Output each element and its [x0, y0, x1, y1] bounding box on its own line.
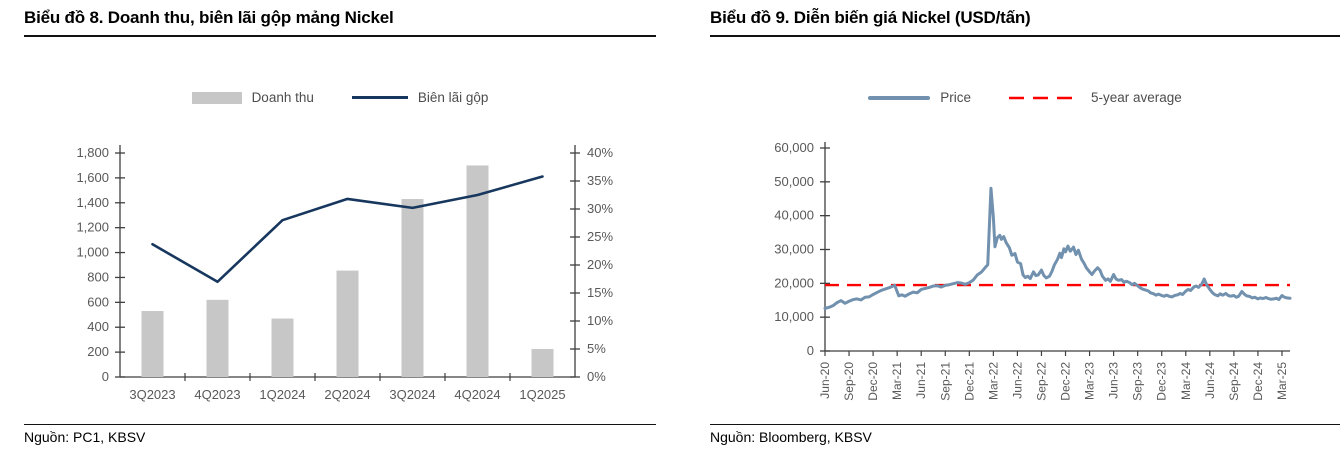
legend: Price 5-year average	[710, 90, 1340, 105]
legend-label: Price	[940, 90, 971, 105]
panel-nickel-price-chart: Biểu đồ 9. Diễn biến giá Nickel (USD/tấn…	[710, 8, 1340, 452]
svg-text:Jun-20: Jun-20	[818, 362, 832, 399]
svg-text:Sep-23: Sep-23	[1131, 362, 1145, 401]
chart-title: Biểu đồ 9. Diễn biến giá Nickel (USD/tấn…	[710, 8, 1031, 27]
bar-1Q2025	[531, 349, 554, 377]
legend-item-price: Price	[868, 90, 971, 105]
price-line-swatch-icon	[868, 95, 931, 100]
svg-text:60,000: 60,000	[774, 140, 814, 155]
legend-label: Biên lãi gộp	[417, 90, 489, 105]
legend-label: 5-year average	[1090, 90, 1182, 105]
svg-text:10,000: 10,000	[774, 309, 814, 324]
svg-text:Dec-22: Dec-22	[1059, 362, 1073, 401]
source-rule	[710, 424, 1340, 425]
svg-text:10%: 10%	[587, 313, 613, 328]
svg-text:25%: 25%	[587, 229, 613, 244]
title-rule	[24, 35, 656, 37]
svg-text:1,800: 1,800	[76, 145, 109, 160]
nickel-price-chart: 0 10,000 20,000 30,000 40,000 50,000 60,000 Jun…	[774, 140, 1292, 401]
bar-2Q2024	[336, 270, 359, 377]
svg-text:Jun-23: Jun-23	[1107, 362, 1121, 399]
bar-3Q2024	[401, 199, 424, 377]
svg-text:Jun-22: Jun-22	[1010, 362, 1024, 399]
svg-text:1,200: 1,200	[76, 220, 109, 235]
legend: Doanh thu Biên lãi gộp	[24, 90, 656, 105]
svg-text:Jun-24: Jun-24	[1203, 362, 1217, 399]
svg-text:200: 200	[87, 344, 109, 359]
chart-title: Biểu đồ 8. Doanh thu, biên lãi gộp mảng …	[24, 8, 394, 27]
bar-4Q2023	[206, 299, 229, 377]
svg-text:50,000: 50,000	[774, 174, 814, 189]
bar-3Q2023	[141, 311, 164, 377]
svg-text:1,000: 1,000	[76, 245, 109, 260]
svg-text:0: 0	[807, 343, 814, 358]
svg-text:Dec-20: Dec-20	[866, 362, 880, 401]
svg-text:2Q2024: 2Q2024	[324, 387, 370, 402]
svg-text:600: 600	[87, 294, 109, 309]
legend-item-average: 5-year average	[1008, 90, 1182, 105]
svg-text:35%: 35%	[587, 173, 613, 188]
line-swatch-icon	[351, 96, 408, 99]
svg-text:Mar-22: Mar-22	[986, 362, 1000, 400]
svg-text:5%: 5%	[587, 341, 606, 356]
price-line	[823, 186, 1292, 310]
svg-text:1,400: 1,400	[76, 195, 109, 210]
dashed-line-swatch-icon	[1008, 96, 1081, 99]
svg-text:Jun-21: Jun-21	[914, 362, 928, 399]
svg-text:0%: 0%	[587, 369, 606, 384]
svg-text:Mar-24: Mar-24	[1179, 362, 1193, 400]
svg-text:Dec-21: Dec-21	[962, 362, 976, 401]
svg-text:Mar-25: Mar-25	[1275, 362, 1289, 400]
legend-item-margin: Biên lãi gộp	[351, 90, 489, 105]
svg-text:Dec-24: Dec-24	[1251, 362, 1265, 401]
gross-margin-line	[151, 175, 544, 284]
svg-text:Sep-21: Sep-21	[938, 362, 952, 401]
source-rule	[24, 424, 656, 425]
legend-label: Doanh thu	[251, 90, 314, 105]
svg-text:Sep-24: Sep-24	[1227, 362, 1241, 401]
svg-text:3Q2024: 3Q2024	[389, 387, 435, 402]
svg-text:40%: 40%	[587, 145, 613, 160]
svg-text:30,000: 30,000	[774, 242, 814, 257]
svg-text:20,000: 20,000	[774, 275, 814, 290]
svg-text:1Q2025: 1Q2025	[519, 387, 565, 402]
source-note: Nguồn: PC1, KBSV	[24, 429, 146, 445]
revenue-margin-chart: 0 200 400 600 800 1,000 1,200 1,400 1,600 1,800 0%…	[76, 145, 613, 402]
svg-text:1Q2024: 1Q2024	[259, 387, 305, 402]
svg-text:15%: 15%	[587, 285, 613, 300]
svg-text:Mar-21: Mar-21	[890, 362, 904, 400]
svg-text:800: 800	[87, 269, 109, 284]
svg-text:400: 400	[87, 319, 109, 334]
svg-text:Dec-23: Dec-23	[1155, 362, 1169, 401]
svg-text:40,000: 40,000	[774, 208, 814, 223]
svg-text:1,600: 1,600	[76, 170, 109, 185]
bar-4Q2024	[466, 165, 489, 377]
svg-text:4Q2024: 4Q2024	[454, 387, 500, 402]
bar-swatch-icon	[191, 91, 242, 104]
title-rule	[710, 35, 1340, 37]
svg-text:Sep-22: Sep-22	[1034, 362, 1048, 401]
svg-text:4Q2023: 4Q2023	[194, 387, 240, 402]
source-note: Nguồn: Bloomberg, KBSV	[710, 429, 872, 445]
svg-text:0: 0	[102, 369, 109, 384]
svg-text:3Q2023: 3Q2023	[129, 387, 175, 402]
svg-text:30%: 30%	[587, 201, 613, 216]
svg-text:Sep-20: Sep-20	[842, 362, 856, 401]
bar-1Q2024	[271, 318, 294, 377]
legend-item-revenue: Doanh thu	[191, 90, 314, 105]
svg-text:20%: 20%	[587, 257, 613, 272]
svg-text:Mar-23: Mar-23	[1083, 362, 1097, 400]
panel-revenue-margin-chart: Biểu đồ 8. Doanh thu, biên lãi gộp mảng …	[24, 8, 656, 452]
